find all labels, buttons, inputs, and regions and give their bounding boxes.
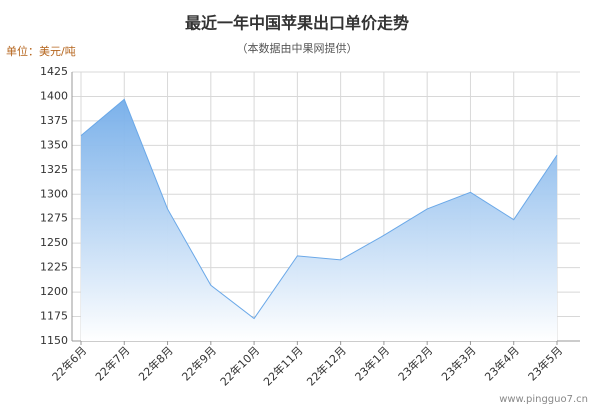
y-tick-label: 1225 [40,261,68,274]
y-tick-label: 1200 [40,285,68,298]
y-tick-label: 1175 [40,310,68,323]
x-tick-label: 23年2月 [395,343,435,383]
y-tick-label: 1300 [40,187,68,200]
x-tick-label: 23年1月 [352,343,392,383]
y-tick-label: 1350 [40,138,68,151]
x-tick-label: 23年5月 [525,343,565,383]
x-tick-label: 22年10月 [217,343,262,388]
y-tick-label: 1425 [40,65,68,78]
unit-label: 单位：美元/吨 [6,44,76,58]
x-tick-label: 23年4月 [482,343,522,383]
area-line [80,98,558,320]
x-tick-label: 22年8月 [135,343,175,383]
y-tick-label: 1375 [40,114,68,127]
y-tick-label: 1275 [40,212,68,225]
x-tick-label: 22年6月 [49,343,89,383]
x-tick-label: 22年11月 [260,343,305,388]
x-tick-label: 22年7月 [92,343,132,383]
area-fill [81,99,557,341]
chart-title: 最近一年中国苹果出口单价走势 [185,14,409,33]
x-tick-label: 23年3月 [438,343,478,383]
y-tick-label: 1325 [40,163,68,176]
x-tick-label: 22年12月 [304,343,349,388]
x-tick-label: 22年9月 [179,343,219,383]
watermark: www.pingguo7.cn [499,394,588,405]
y-tick-label: 1150 [40,334,68,347]
y-tick-label: 1400 [40,89,68,102]
chart-subtitle: （本数据由中果网提供） [237,41,358,55]
y-tick-label: 1250 [40,236,68,249]
